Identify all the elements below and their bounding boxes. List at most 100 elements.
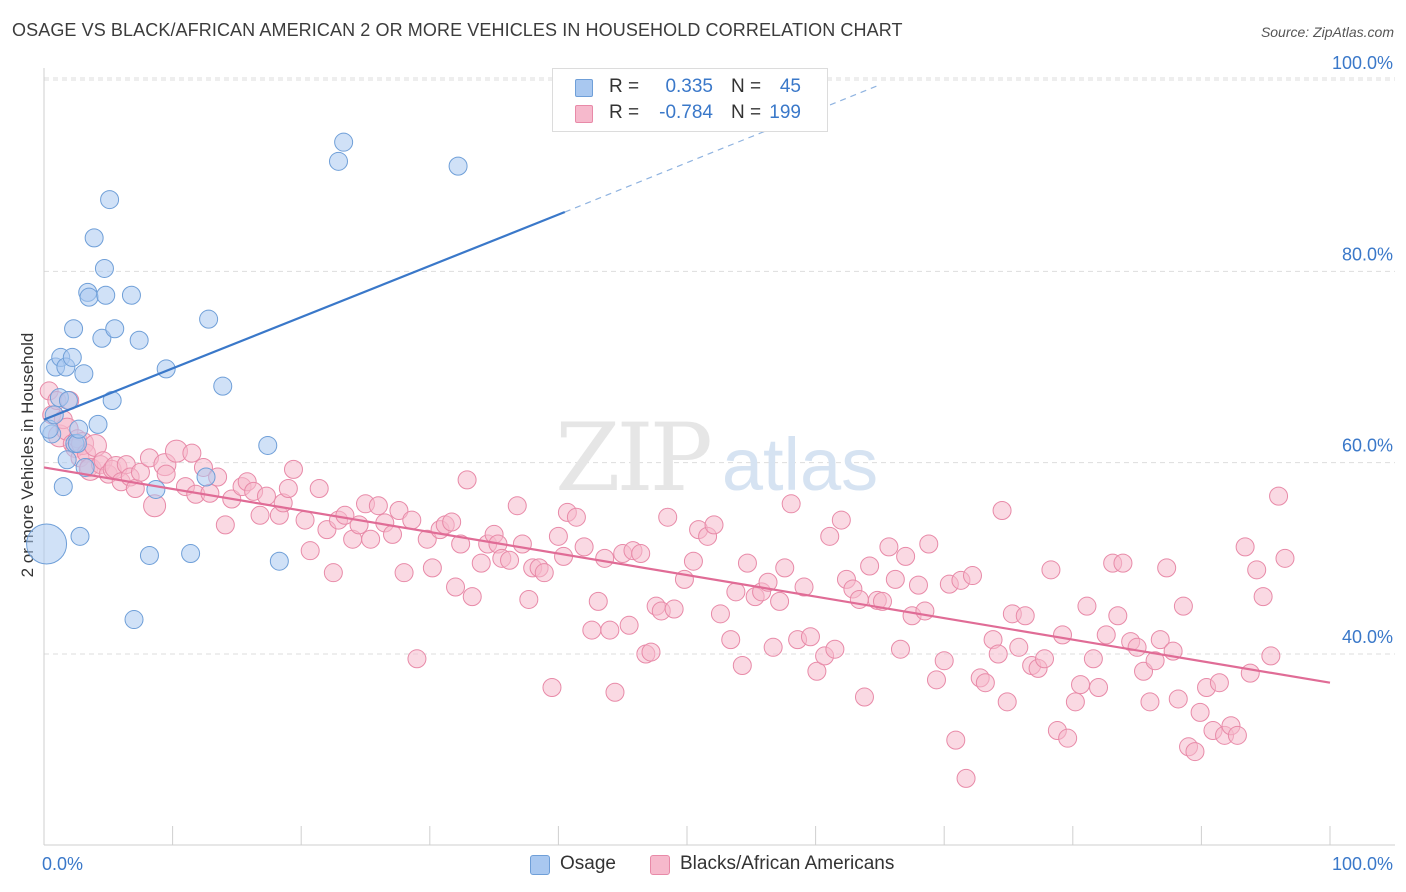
blacks-point xyxy=(442,512,462,532)
blacks-point xyxy=(732,655,752,675)
blacks-trend-line xyxy=(43,466,1331,684)
blacks-point xyxy=(1015,606,1035,626)
blacks-point xyxy=(507,496,527,516)
stats-row-osage: R = 0.335 N = 45 xyxy=(553,74,827,100)
legend-label-osage: Osage xyxy=(560,853,616,874)
blacks-point xyxy=(658,507,678,527)
blacks-point xyxy=(519,589,539,609)
blacks-point xyxy=(800,627,820,647)
blacks-point xyxy=(1261,646,1281,666)
blacks-point xyxy=(1113,553,1133,573)
blacks-point xyxy=(368,496,388,516)
stats-box: R = 0.335 N = 45 R = -0.784 N = 199 xyxy=(552,68,828,132)
blacks-point xyxy=(605,682,625,702)
r-label: R = xyxy=(609,76,640,97)
blacks-point xyxy=(919,534,939,554)
blacks-point xyxy=(1157,558,1177,578)
blacks-point xyxy=(548,526,568,546)
osage-point xyxy=(146,479,166,499)
blacks-point xyxy=(156,464,176,484)
osage-point xyxy=(74,364,94,384)
blacks-point xyxy=(726,582,746,602)
blacks-point xyxy=(582,620,602,640)
watermark: ZIP atlas xyxy=(555,404,878,513)
blacks-point xyxy=(1150,630,1170,650)
osage-point xyxy=(26,523,68,565)
blacks-point xyxy=(1253,587,1273,607)
blacks-point xyxy=(619,615,639,635)
blacks-point xyxy=(534,563,554,583)
blacks-point xyxy=(775,558,795,578)
osage-point xyxy=(64,319,84,339)
blacks-point xyxy=(462,587,482,607)
blacks-point xyxy=(457,470,477,490)
blacks-point xyxy=(1247,560,1267,580)
tick-labels: 40.0% 60.0% 80.0% 100.0% 0.0% 100.0% xyxy=(42,53,1393,874)
r-value-osage: 0.335 xyxy=(665,76,713,97)
blacks-point xyxy=(471,553,491,573)
legend-item-osage[interactable]: Osage xyxy=(530,852,630,878)
n-label: N = xyxy=(731,76,762,97)
blacks-point xyxy=(1145,651,1165,671)
blacks-point xyxy=(896,546,916,566)
blacks-point xyxy=(1173,596,1193,616)
legend-item-blacks[interactable]: Blacks/African Americans xyxy=(650,852,930,878)
blacks-point xyxy=(763,637,783,657)
blacks-point xyxy=(1083,649,1103,669)
blacks-point xyxy=(256,486,276,506)
blacks-point xyxy=(1035,649,1055,669)
legend: Osage Blacks/African Americans xyxy=(0,852,1406,878)
blacks-point xyxy=(1227,725,1247,745)
blacks-point xyxy=(758,572,778,592)
blacks-point xyxy=(825,639,845,659)
blacks-point xyxy=(860,556,880,576)
blacks-point xyxy=(956,768,976,788)
blacks-point xyxy=(295,510,315,530)
osage-trend-line xyxy=(43,210,566,421)
blacks-point xyxy=(1269,486,1289,506)
chart-title: OSAGE VS BLACK/AFRICAN AMERICAN 2 OR MOR… xyxy=(12,20,903,40)
osage-point xyxy=(334,132,354,152)
osage-point xyxy=(196,467,216,487)
blacks-point xyxy=(595,548,615,568)
blacks-point xyxy=(721,630,741,650)
blacks-point xyxy=(1240,663,1260,683)
osage-point xyxy=(105,319,125,339)
osage-point xyxy=(79,287,99,307)
osage-point xyxy=(258,435,278,455)
blacks-point xyxy=(934,651,954,671)
blacks-point xyxy=(908,575,928,595)
blacks-point xyxy=(962,566,982,586)
blacks-point xyxy=(988,644,1008,664)
blacks-point xyxy=(1140,692,1160,712)
y-tick-label: 80.0% xyxy=(1342,244,1393,264)
osage-point xyxy=(199,309,219,329)
osage-trend-extension xyxy=(564,84,881,213)
osage-point xyxy=(75,457,95,477)
blacks-point xyxy=(915,601,935,621)
blacks-point xyxy=(1053,625,1073,645)
series-osage-points xyxy=(26,132,468,630)
blacks-point xyxy=(574,537,594,557)
osage-point xyxy=(94,258,114,278)
n-label: N = xyxy=(731,102,762,123)
blacks-point xyxy=(781,494,801,514)
n-value-blacks: 199 xyxy=(769,102,801,123)
osage-point xyxy=(100,190,120,210)
y-tick-label: 40.0% xyxy=(1342,627,1393,647)
blacks-point xyxy=(407,649,427,669)
n-value-osage: 45 xyxy=(779,76,801,97)
blacks-point xyxy=(1185,742,1205,762)
osage-point xyxy=(121,285,141,305)
blacks-point xyxy=(182,443,202,463)
legend-swatch-blacks xyxy=(650,855,670,875)
r-value-blacks: -0.784 xyxy=(659,102,713,123)
blacks-point xyxy=(588,591,608,611)
blacks-point xyxy=(1190,702,1210,722)
blacks-point xyxy=(737,553,757,573)
blacks-point xyxy=(997,692,1017,712)
blacks-point xyxy=(1077,596,1097,616)
watermark-atlas: atlas xyxy=(722,423,878,506)
osage-point xyxy=(139,545,159,565)
watermark-zip: ZIP xyxy=(555,404,709,513)
